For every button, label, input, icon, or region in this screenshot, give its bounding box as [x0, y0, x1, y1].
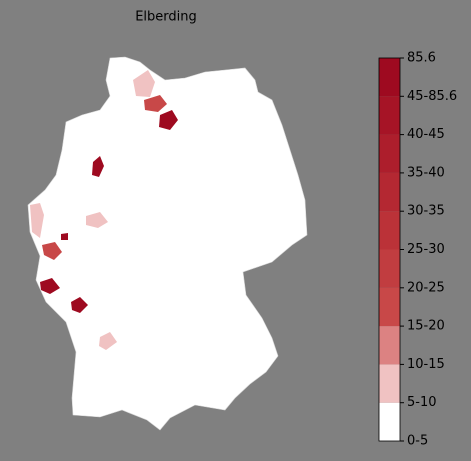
region [86, 212, 108, 228]
colorbar-label: 45-85.6 [407, 89, 457, 104]
colorbar-label: 15-20 [407, 319, 445, 334]
colorbar-segment [379, 58, 400, 97]
colorbar-label: 30-35 [407, 204, 445, 219]
colorbar-segment [379, 211, 400, 250]
colorbar-label: 85.6 [407, 51, 436, 66]
colorbar-segment [379, 249, 400, 288]
colorbar-segment [379, 172, 400, 212]
region [144, 95, 167, 112]
region [99, 332, 117, 350]
colorbar: 0-5 5-10 10-15 15-20 20-25 25-30 30-35 35-40 40-… [378, 51, 457, 449]
colorbar-segment [379, 287, 400, 327]
colorbar-segment [379, 364, 400, 403]
colorbar-segment [379, 134, 400, 173]
colorbar-label: 10-15 [407, 357, 445, 372]
region [61, 233, 68, 240]
colorbar-segment [379, 402, 400, 441]
germany-outline [27, 56, 308, 431]
region [133, 70, 155, 97]
colorbar-segment [379, 96, 400, 135]
colorbar-label: 35-40 [407, 165, 445, 180]
region [159, 110, 178, 130]
map-title: Elberding [135, 10, 197, 25]
region [92, 156, 104, 177]
region-layer [30, 70, 178, 350]
colorbar-label: 5-10 [407, 395, 437, 410]
region [30, 203, 44, 238]
colorbar-label: 20-25 [407, 280, 445, 295]
region [71, 297, 88, 313]
colorbar-label: 0-5 [407, 434, 428, 449]
region [40, 278, 60, 294]
region [42, 242, 62, 260]
colorbar-label: 40-45 [407, 127, 445, 142]
colorbar-segment [379, 326, 400, 365]
colorbar-label: 25-30 [407, 242, 445, 257]
